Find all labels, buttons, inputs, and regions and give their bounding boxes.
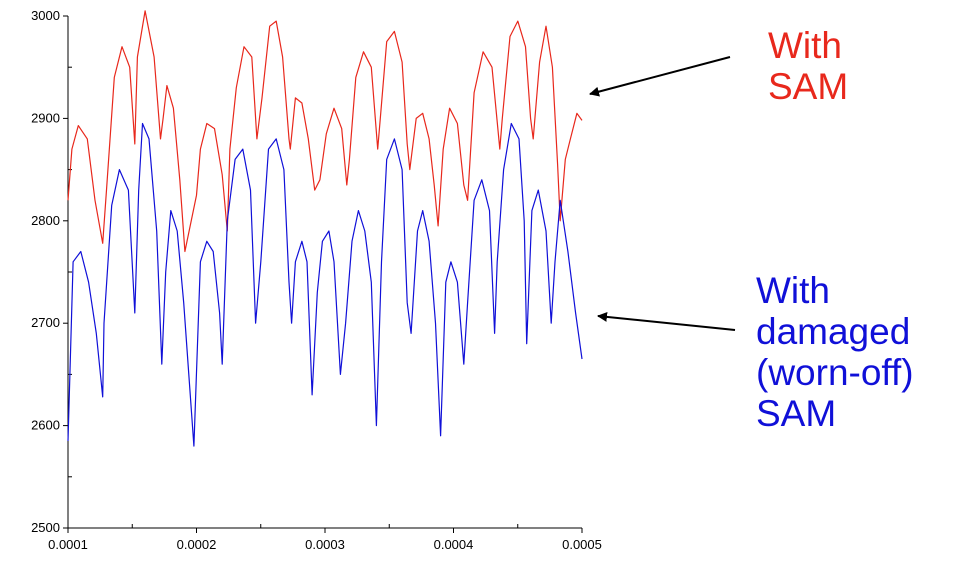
annotation-with-sam-line-1: With xyxy=(768,25,842,66)
annotation-damaged-line-2: damaged xyxy=(756,311,911,352)
x-tick-label: 0.0005 xyxy=(562,537,602,552)
annotation-damaged-line-3: (worn-off) xyxy=(756,352,914,393)
y-tick-label: 2700 xyxy=(31,315,60,330)
y-tick-label: 2600 xyxy=(31,418,60,433)
annotation-damaged-line-1: With xyxy=(756,270,830,311)
x-tick-label: 0.0001 xyxy=(48,537,88,552)
series-layer xyxy=(67,10,583,447)
annotation-damaged-line-4: SAM xyxy=(756,393,837,434)
annotation-with-sam: With SAM xyxy=(768,25,848,107)
y-tick-label: 2500 xyxy=(31,520,60,535)
arrow-with-sam xyxy=(589,56,731,97)
axes: 2500 2600 2700 2800 2900 3000 0.0001 0.0002 0.00… xyxy=(31,8,602,552)
x-tick-label: 0.0003 xyxy=(305,537,345,552)
y-tick-label: 2900 xyxy=(31,110,60,125)
x-tick-label: 0.0004 xyxy=(434,537,474,552)
y-tick-label: 3000 xyxy=(31,8,60,23)
series-line-with-sam xyxy=(67,10,583,253)
annotation-damaged-sam: With damaged (worn-off) SAM xyxy=(756,270,914,434)
annotation-arrows xyxy=(589,56,736,331)
arrow-damaged-sam xyxy=(597,311,736,331)
x-tick-label: 0.0002 xyxy=(177,537,217,552)
series-line-damaged-sam xyxy=(67,122,583,447)
y-tick-label: 2800 xyxy=(31,213,60,228)
annotation-with-sam-line-2: SAM xyxy=(768,66,849,107)
